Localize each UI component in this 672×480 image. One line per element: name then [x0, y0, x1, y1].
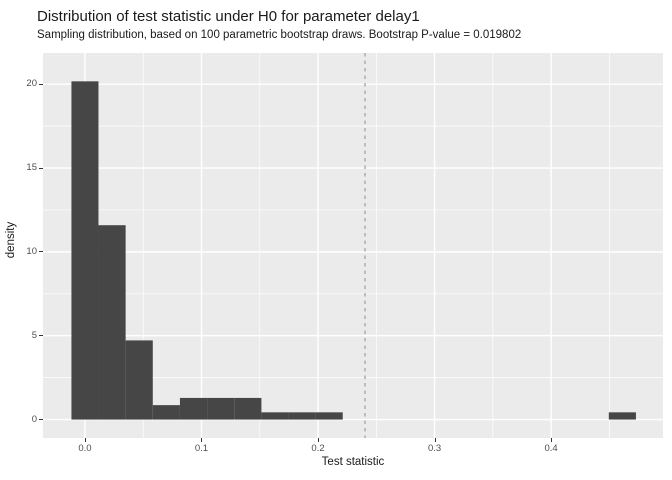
- x-tick-mark: [84, 438, 86, 442]
- histogram-bar: [179, 397, 208, 420]
- chart-subtitle: Sampling distribution, based on 100 para…: [37, 29, 522, 41]
- y-tick-mark: [39, 83, 43, 85]
- histogram-bar: [261, 412, 289, 420]
- histogram-bar: [125, 340, 153, 420]
- y-tick-label: 20: [26, 78, 37, 90]
- x-tick-label: 0.0: [78, 443, 92, 454]
- x-tick-label: 0.3: [427, 443, 442, 454]
- y-tick-mark: [39, 251, 43, 253]
- x-tick-label: 0.2: [311, 443, 325, 454]
- x-axis-title: Test statistic: [321, 456, 385, 468]
- y-tick-label: 5: [31, 329, 37, 341]
- x-tick-mark: [201, 438, 203, 442]
- histogram-bar: [98, 225, 126, 420]
- y-tick-label: 10: [26, 245, 37, 257]
- histogram-svg: [43, 53, 663, 438]
- y-tick-label: 15: [26, 162, 37, 174]
- x-tick-mark: [318, 438, 320, 442]
- histogram-bar: [71, 81, 99, 420]
- plot-panel: [43, 53, 663, 438]
- histogram-bar: [608, 412, 636, 420]
- x-tick-mark: [551, 438, 553, 442]
- y-tick-mark: [39, 167, 43, 169]
- histogram-bar: [207, 397, 235, 420]
- y-tick-mark: [39, 335, 43, 337]
- x-tick-label: 0.1: [194, 443, 209, 454]
- x-tick-mark: [434, 438, 436, 442]
- x-tick-label: 0.4: [544, 443, 558, 454]
- histogram-bar: [288, 412, 316, 420]
- histogram-bar: [234, 397, 262, 420]
- histogram-bar: [315, 412, 343, 420]
- histogram-bar: [152, 405, 180, 420]
- chart-title: Distribution of test statistic under H0 …: [37, 8, 420, 25]
- y-tick-label: 0: [31, 413, 37, 425]
- y-tick-mark: [39, 419, 43, 421]
